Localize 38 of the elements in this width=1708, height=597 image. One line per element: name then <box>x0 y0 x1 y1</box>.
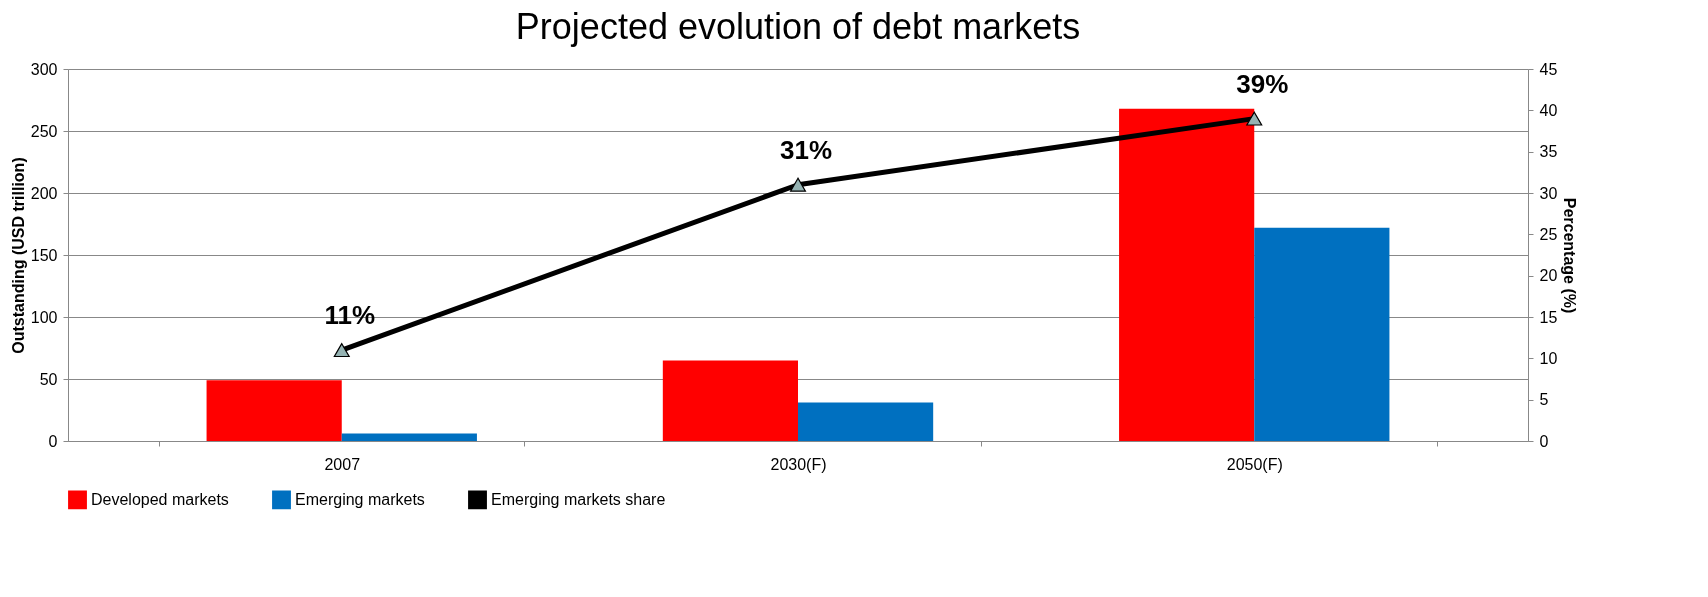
y2-tick-label: 40 <box>1539 101 1558 119</box>
y2-tick-label: 45 <box>1539 60 1558 78</box>
y-tick-label: 50 <box>39 370 58 388</box>
bar <box>1119 108 1255 441</box>
y-tick-label: 150 <box>30 246 58 264</box>
point <box>789 177 807 192</box>
y2-tick-label: 20 <box>1539 267 1558 285</box>
y-tick-label: 0 <box>48 432 58 450</box>
y2-tick-label: 0 <box>1539 432 1549 450</box>
legend-label: Emerging markets share <box>491 490 666 508</box>
data-label: 11% <box>324 300 376 331</box>
y2-tick-label: 30 <box>1539 184 1558 202</box>
y-tick-label: 200 <box>30 184 58 202</box>
data-label: 31% <box>779 134 833 165</box>
chart-title: Projected evolution of debt markets <box>515 6 1081 47</box>
y-tick-label: 250 <box>30 122 58 140</box>
x-tick-label: 2050(F) <box>1226 455 1283 473</box>
y-tick-label: 100 <box>30 308 58 326</box>
bar <box>206 380 342 441</box>
y2-tick-label: 10 <box>1539 349 1558 367</box>
y2-tick-label: 35 <box>1539 143 1558 161</box>
y-axis-title: Outstanding (USD trillion) <box>9 157 27 354</box>
y2-tick-label: 15 <box>1539 308 1558 326</box>
legend-label: Developed markets <box>91 490 229 508</box>
point <box>1246 111 1263 126</box>
y2-axis-title: Percentage (%) <box>1561 197 1579 314</box>
x-tick-label: 2030(F) <box>770 455 827 473</box>
x-tick-label: 2007 <box>324 455 361 473</box>
y-tick-label: 300 <box>30 60 58 78</box>
data-label: 39% <box>1236 68 1289 99</box>
point <box>333 343 350 358</box>
bar <box>1254 227 1390 441</box>
bar <box>341 433 477 441</box>
y2-tick-label: 25 <box>1539 225 1558 243</box>
legend-label: Emerging markets <box>295 490 425 508</box>
bar <box>798 402 934 441</box>
bar <box>662 360 798 441</box>
y2-tick-label: 5 <box>1539 391 1549 409</box>
